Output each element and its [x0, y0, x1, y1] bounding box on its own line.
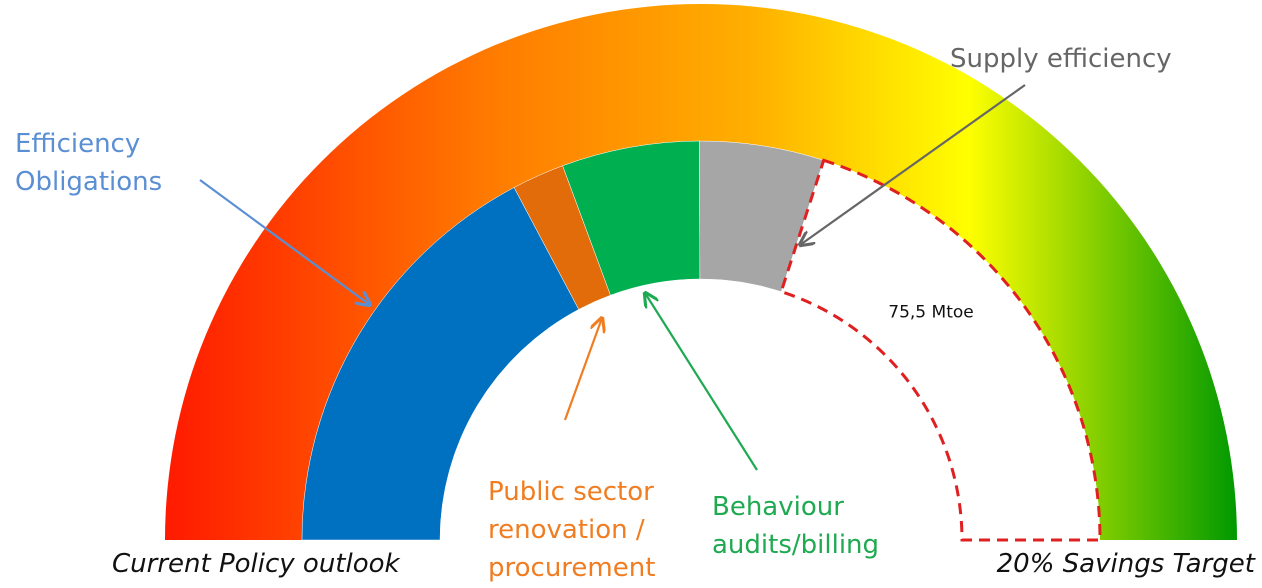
segment: [301, 187, 580, 541]
category-label: Supply efficiency: [950, 44, 1172, 74]
label-arrow: [563, 318, 602, 421]
category-label: Behaviour audits/billing: [712, 492, 879, 560]
gap-segment: [779, 158, 1102, 542]
end-label: 20% Savings Target: [997, 549, 1256, 579]
outer-band: [165, 4, 1237, 540]
label-arrow: [800, 84, 1026, 245]
category-label: Public sector renovation / procurement: [488, 477, 655, 583]
category-label: Efficiency Obligations: [15, 129, 162, 197]
value-label: 75,5 Mtoe: [888, 303, 973, 323]
label-arrow: [199, 179, 370, 305]
start-label: Current Policy outlook: [112, 549, 401, 579]
label-arrow: [645, 293, 758, 471]
